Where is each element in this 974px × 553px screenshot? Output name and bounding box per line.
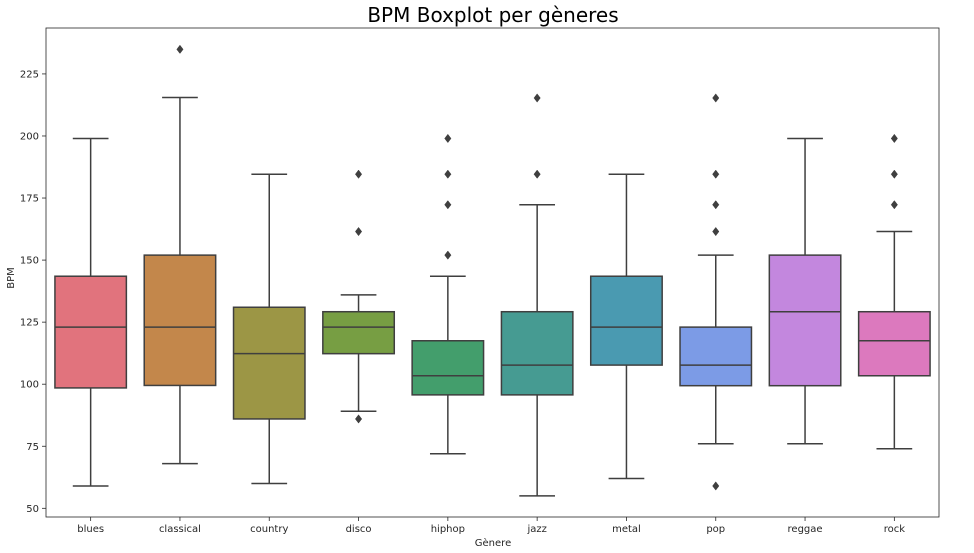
- outlier-point: [890, 169, 898, 179]
- y-tick-label: 100: [20, 380, 39, 391]
- y-tick-label: 175: [20, 194, 39, 205]
- x-tick-label: disco: [346, 524, 372, 535]
- outlier-point: [712, 481, 720, 491]
- outlier-point: [176, 44, 184, 54]
- box-pop: [679, 326, 753, 387]
- box-metal: [589, 275, 663, 366]
- outlier-point: [355, 226, 363, 237]
- x-tick-label: hiphop: [431, 524, 465, 535]
- outlier-point: [444, 169, 452, 179]
- x-axis-label: Gènere: [475, 537, 511, 549]
- x-tick-label: pop: [706, 524, 725, 535]
- chart-title: BPM Boxplot per gèneres: [367, 3, 618, 27]
- box-rock: [857, 310, 931, 377]
- plot-frame: [45, 27, 940, 518]
- y-tick-label: 200: [20, 131, 39, 142]
- outlier-point: [355, 169, 363, 179]
- x-tick-label: country: [250, 524, 288, 535]
- box-jazz: [500, 310, 574, 396]
- y-axis-label: BPM: [6, 267, 17, 289]
- outlier-point: [533, 93, 541, 103]
- y-tick-label: 225: [20, 69, 39, 80]
- plot-area: 50 75 100 125 150 175 200 225 blues classical coun…: [20, 44, 931, 535]
- outlier-point: [712, 226, 720, 237]
- box-hiphop: [411, 340, 485, 396]
- y-tick-label: 75: [26, 442, 39, 453]
- y-tick-label: 125: [20, 318, 39, 329]
- outlier-point: [355, 414, 363, 424]
- x-tick-label: rock: [884, 524, 906, 535]
- outlier-point: [444, 200, 452, 210]
- x-tick-label: classical: [159, 524, 201, 535]
- outlier-point: [890, 200, 898, 210]
- y-tick-label: 50: [26, 504, 39, 515]
- box-disco: [322, 310, 396, 355]
- x-tick-label: jazz: [526, 524, 546, 535]
- outlier-point: [444, 250, 452, 260]
- box-reggae: [768, 254, 842, 387]
- box-blues: [54, 275, 128, 389]
- x-tick-label: metal: [612, 524, 641, 535]
- outlier-point: [712, 169, 720, 179]
- box-country: [232, 306, 306, 420]
- x-tick-label: reggae: [788, 524, 823, 535]
- outlier-point: [712, 93, 720, 103]
- outlier-point: [533, 169, 541, 179]
- y-tick-label: 150: [20, 256, 39, 267]
- outlier-point: [712, 200, 720, 210]
- box-classical: [143, 254, 217, 387]
- outlier-point: [444, 133, 452, 144]
- outlier-point: [890, 133, 898, 144]
- x-tick-label: blues: [77, 524, 104, 535]
